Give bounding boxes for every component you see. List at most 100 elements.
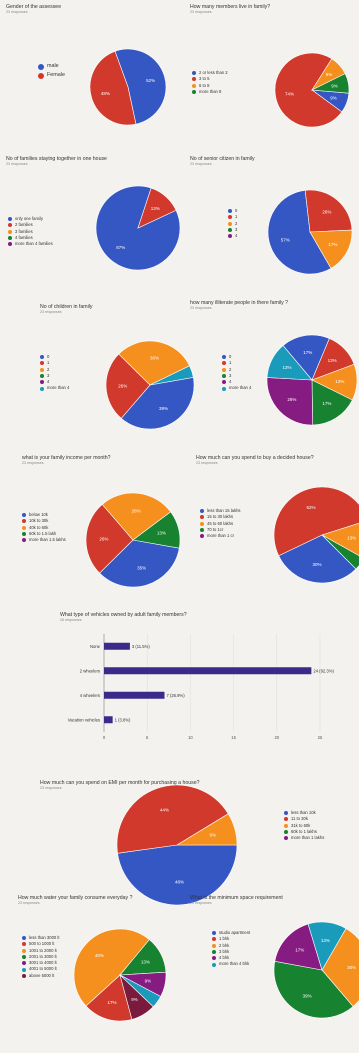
chart-title: Gender of the assessee: [6, 4, 62, 10]
legend-item: 3: [228, 227, 237, 233]
bar-value-label: 3 (11.5%): [132, 644, 150, 649]
legend-item: 10k to 30k: [22, 518, 66, 524]
slice-label: 13%: [157, 531, 166, 536]
slice-label: 9%: [131, 997, 138, 1002]
legend-item: 3: [40, 373, 69, 379]
pie-slice: [309, 229, 353, 269]
legend-swatch: [22, 519, 26, 524]
legend-label: 1: [235, 214, 238, 220]
legend-label: 4: [47, 379, 50, 385]
response-count: 23 responses: [22, 461, 44, 465]
pie-slice: [321, 534, 359, 570]
legend-swatch: [212, 931, 216, 936]
x-tick-label: 15: [231, 735, 236, 740]
response-count: 26 responses: [60, 618, 82, 622]
legend-swatch: [8, 223, 12, 228]
x-tick-label: 0: [103, 735, 106, 740]
pie-slice: [273, 960, 354, 1019]
pie-chart: 17% 13% 13% 17% 26% 13%: [266, 334, 358, 426]
legend-label: 2 families: [15, 222, 33, 228]
legend-item: studio apartment: [212, 930, 250, 936]
slice-label: 17%: [303, 350, 312, 355]
legend-item: 15 to 30 lakhs: [200, 514, 241, 520]
legend-item: less than 15 lakhs: [200, 508, 241, 514]
pie-slice: [89, 50, 137, 126]
legend-swatch: [222, 367, 226, 372]
pie-slice: [321, 928, 359, 1007]
legend-swatch: [40, 374, 44, 379]
legend-item: 4: [222, 379, 251, 385]
x-tick-label: 25: [318, 735, 323, 740]
legend-swatch: [22, 936, 26, 941]
legend-item: 500 to 1000 lt: [22, 941, 60, 947]
legend: less than 3000 lt 500 to 1000 lt 1001 to 2…: [22, 935, 60, 979]
pie-slice: [311, 379, 353, 426]
legend-item: 6 to 8: [192, 83, 228, 89]
legend-swatch: [212, 956, 216, 961]
legend-label: 11 to 30k: [291, 816, 308, 822]
slice-label: 30%: [312, 562, 321, 567]
category-label: 4 wheelers: [80, 693, 100, 698]
legend-label: more than 8: [199, 88, 222, 94]
pie-slice: [99, 539, 180, 588]
legend-item: 0: [222, 354, 251, 360]
legend-label: 500 to 1000 lt: [29, 941, 55, 947]
pie-slice: [321, 522, 359, 556]
legend-label: 6 to 8: [199, 82, 210, 88]
pie-slice: [116, 784, 229, 854]
response-count: 23 responses: [190, 162, 212, 166]
response-count: 23 responses: [190, 306, 212, 310]
legend-item: below 10k: [22, 512, 66, 518]
pie-chart: 9% 74% 9% 9%: [274, 52, 350, 128]
legend-item: 3 bhk: [212, 949, 250, 955]
legend-swatch: [228, 234, 232, 239]
chart-title: How many members live in family?: [190, 4, 271, 10]
slice-label: 13%: [141, 960, 150, 965]
legend-item: more than 1 lakhs: [284, 835, 324, 841]
chart-title: No of families staying together in one h…: [6, 156, 107, 162]
legend-item: more than 1.5 lakhs: [22, 537, 66, 543]
legend-swatch: [200, 521, 204, 526]
bar-value-label: 1 (3.8%): [115, 717, 131, 722]
x-tick-label: 20: [274, 735, 279, 740]
legend-swatch: [228, 209, 232, 214]
legend-label: only one family: [15, 216, 43, 221]
pie-slice: [119, 974, 154, 1020]
legend-label: more than 1.5 lakhs: [29, 537, 66, 543]
pie-slice: [120, 377, 195, 430]
legend-item: 4 bhk: [212, 955, 250, 961]
slice-label: 39%: [159, 406, 168, 411]
slice-label: 57%: [281, 238, 290, 243]
legend-item: 60k to 1.5 lakh: [22, 531, 66, 537]
slice-label: 9%: [210, 832, 217, 837]
pie-slice: [266, 345, 313, 381]
legend-swatch: [284, 836, 288, 841]
pie-chart: 35% 26% 26% 13%: [85, 492, 181, 588]
pie-chart: 87% 13%: [95, 185, 181, 271]
pie-slice: [114, 48, 167, 125]
legend-label: 60k to 1 lakhs: [291, 828, 317, 834]
bar: [104, 667, 312, 675]
pie-slice: [266, 377, 314, 426]
legend-swatch: [40, 361, 44, 366]
legend-item: 45 to 60 lakhs: [200, 521, 241, 527]
category-label: None: [90, 644, 101, 649]
bar-value-label: 24 (92.3%): [313, 668, 334, 673]
pie-slice: [117, 844, 238, 906]
legend-label: less than 10k: [291, 810, 316, 815]
chart-title: how many illiterate people in there fami…: [190, 300, 289, 306]
response-count: 23 responses: [6, 162, 28, 166]
chart-title: what is your family income per month?: [22, 455, 111, 461]
legend-label: 4 bhk: [219, 955, 230, 961]
pie-slice: [149, 365, 194, 386]
legend-item: male: [38, 62, 65, 71]
legend-label: 2001 to 3000 lt: [29, 953, 57, 959]
legend-item: Female: [38, 71, 65, 80]
legend-swatch: [200, 509, 204, 514]
bar-chart: 0 5 10 15 20 25 None 3 (11.5%) 2 wheelers 24 (92.…: [68, 634, 334, 740]
slice-label: 13%: [335, 379, 344, 384]
legend-label: more than 4: [47, 385, 70, 391]
bar: [104, 642, 130, 650]
legend-swatch: [212, 962, 216, 967]
